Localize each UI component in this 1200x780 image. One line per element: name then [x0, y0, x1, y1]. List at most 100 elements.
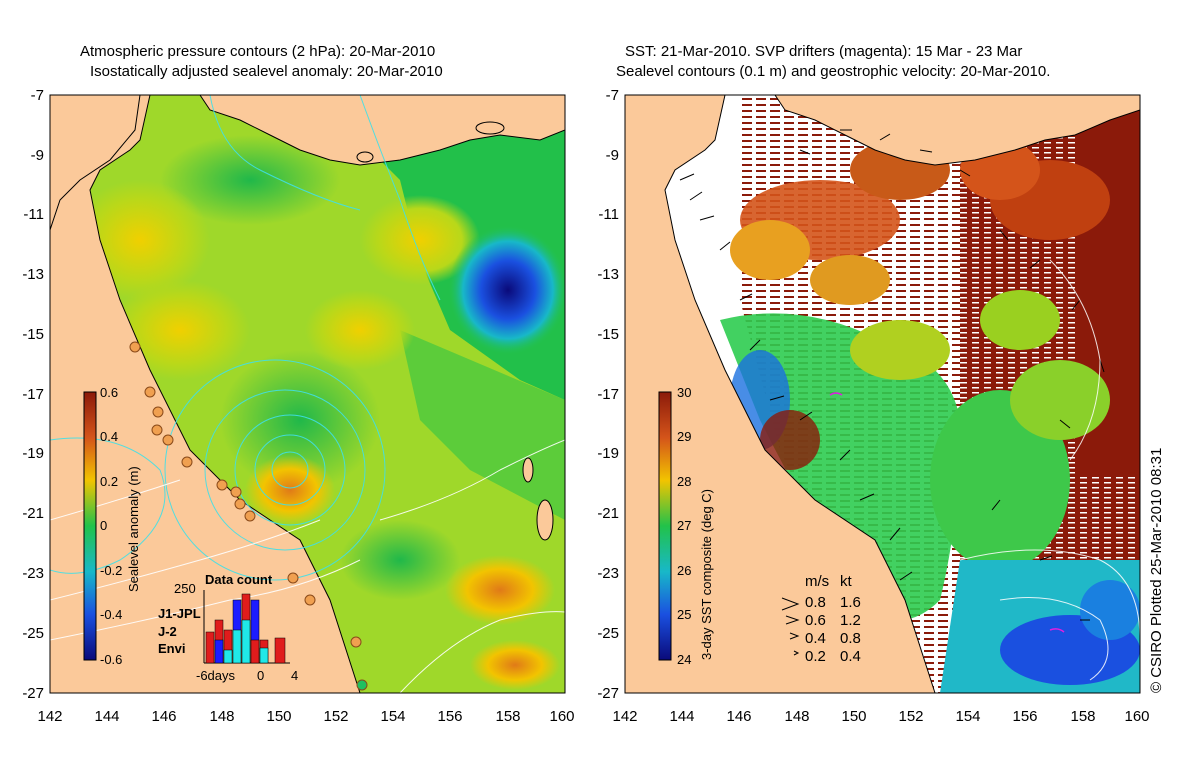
- sst-tick: 28: [677, 474, 691, 489]
- velocity-legend: m/s kt 0.8 1.6 0.6 1.2 0.4 0.8 0.2 0.4: [781, 573, 861, 665]
- left-title-line2: Isostatically adjusted sealevel anomaly:…: [90, 63, 443, 80]
- velocity-ms: 0.4: [805, 630, 826, 647]
- lat-tick-label: -27: [22, 685, 44, 702]
- drifter-tracks: [829, 392, 1065, 633]
- lon-tick-label: 148: [209, 708, 234, 725]
- right-title-line2: Sealevel contours (0.1 m) and geostrophi…: [616, 63, 1051, 80]
- lat-tick-label: -25: [597, 625, 619, 642]
- data-count-ymax: 250: [174, 581, 196, 596]
- lat-tick-label: -13: [597, 266, 619, 283]
- csiro-credit: © CSIRO Plotted 25-Mar-2010 08:31: [1148, 448, 1165, 693]
- data-count-inset: Data count 250 J1-JPL J-2 Envi -6days 0 …: [158, 572, 298, 683]
- lat-tick-label: -15: [597, 326, 619, 343]
- left-x-axis: 142 144 146 148 150 152 154 156 158 160: [37, 708, 574, 725]
- legend-j1-jpl: J1-JPL: [158, 606, 201, 621]
- lon-tick-label: 146: [726, 708, 751, 725]
- data-count-title: Data count: [205, 572, 273, 587]
- lat-tick-label: -11: [598, 206, 619, 223]
- right-y-axis: -7 -9 -11 -13 -15 -17 -19 -21 -23 -25 -2…: [597, 87, 619, 702]
- right-map-area: [625, 95, 1140, 693]
- velocity-header-ms: m/s: [805, 573, 829, 590]
- lon-tick-label: 154: [380, 708, 405, 725]
- lat-tick-label: -7: [606, 87, 619, 104]
- sst-tick: 30: [677, 385, 691, 400]
- lon-tick-label: 142: [612, 708, 637, 725]
- lon-tick-label: 152: [898, 708, 923, 725]
- sla-tick: 0.2: [100, 474, 118, 489]
- sla-tick: 0.4: [100, 429, 118, 444]
- velocity-arrow-0-2: [793, 650, 800, 656]
- sla-colorbar: [83, 391, 97, 661]
- velocity-arrow-0-8: [781, 597, 800, 611]
- lon-tick-label: 152: [323, 708, 348, 725]
- velocity-arrows: [679, 129, 1105, 621]
- velocity-ms: 0.6: [805, 612, 826, 629]
- data-count-xlabel: 0: [257, 668, 264, 683]
- lon-tick-label: 150: [841, 708, 866, 725]
- sla-tick: 0: [100, 518, 107, 533]
- lon-tick-label: 158: [1070, 708, 1095, 725]
- lat-tick-label: -17: [22, 386, 44, 403]
- sst-tick: 29: [677, 429, 691, 444]
- legend-j2: J-2: [158, 624, 177, 639]
- lat-tick-label: -21: [22, 505, 44, 522]
- left-y-axis: -7 -9 -11 -13 -15 -17 -19 -21 -23 -25 -2…: [22, 87, 44, 702]
- lat-tick-label: -7: [31, 87, 44, 104]
- velocity-header-kt: kt: [840, 573, 853, 590]
- data-count-xlabel: -6days: [196, 668, 236, 683]
- lat-tick-label: -17: [597, 386, 619, 403]
- right-map-frame: [624, 94, 1141, 694]
- right-title-line1: SST: 21-Mar-2010. SVP drifters (magenta)…: [625, 43, 1023, 60]
- lon-tick-label: 154: [955, 708, 980, 725]
- velocity-arrow-0-6: [785, 615, 800, 625]
- sla-tick: -0.6: [100, 652, 122, 667]
- velocity-arrow-0-4: [789, 632, 800, 640]
- lat-tick-label: -15: [22, 326, 44, 343]
- velocity-kt: 1.2: [840, 612, 861, 629]
- lat-tick-label: -21: [597, 505, 619, 522]
- velocity-kt: 1.6: [840, 594, 861, 611]
- sst-tick: 26: [677, 563, 691, 578]
- lat-tick-label: -23: [597, 565, 619, 582]
- lat-tick-label: -23: [22, 565, 44, 582]
- lat-tick-label: -27: [597, 685, 619, 702]
- lon-tick-label: 144: [94, 708, 119, 725]
- sst-tick: 25: [677, 607, 691, 622]
- velocity-ms: 0.2: [805, 648, 826, 665]
- velocity-kt: 0.8: [840, 630, 861, 647]
- lon-tick-label: 158: [495, 708, 520, 725]
- data-count-xlabel: 4: [291, 668, 298, 683]
- lon-tick-label: 160: [1124, 708, 1149, 725]
- lon-tick-label: 156: [437, 708, 462, 725]
- lon-tick-label: 150: [266, 708, 291, 725]
- sst-tick: 27: [677, 518, 691, 533]
- lon-tick-label: 148: [784, 708, 809, 725]
- right-x-axis: 142 144 146 148 150 152 154 156 158 160: [612, 708, 1149, 725]
- left-title-line1: Atmospheric pressure contours (2 hPa): 2…: [80, 43, 436, 60]
- sla-colorbar-label: Sealevel anomaly (m): [126, 466, 141, 592]
- sst-colorbar-label: 3-day SST composite (deg C): [699, 489, 714, 660]
- sla-tick: -0.2: [100, 563, 122, 578]
- lon-tick-label: 142: [37, 708, 62, 725]
- legend-envi: Envi: [158, 641, 185, 656]
- lon-tick-label: 160: [549, 708, 574, 725]
- tide-gauge-stations: [129, 341, 368, 691]
- sla-colorbar-ticks: 0.6 0.4 0.2 0 -0.2 -0.4 -0.6: [100, 385, 122, 667]
- lon-tick-label: 156: [1012, 708, 1037, 725]
- sst-colorbar-ticks: 30 29 28 27 26 25 24: [677, 385, 691, 667]
- lon-tick-label: 144: [669, 708, 694, 725]
- sla-tick: -0.4: [100, 607, 122, 622]
- lat-tick-label: -19: [597, 445, 619, 462]
- sst-tick: 24: [677, 652, 691, 667]
- lat-tick-label: -9: [31, 147, 44, 164]
- left-map-frame: [49, 94, 566, 694]
- lat-tick-label: -13: [22, 266, 44, 283]
- lat-tick-label: -9: [606, 147, 619, 164]
- velocity-ms: 0.8: [805, 594, 826, 611]
- sst-colorbar: [658, 391, 672, 661]
- lon-tick-label: 146: [151, 708, 176, 725]
- velocity-kt: 0.4: [840, 648, 861, 665]
- data-count-bars: [205, 593, 286, 664]
- lat-tick-label: -25: [22, 625, 44, 642]
